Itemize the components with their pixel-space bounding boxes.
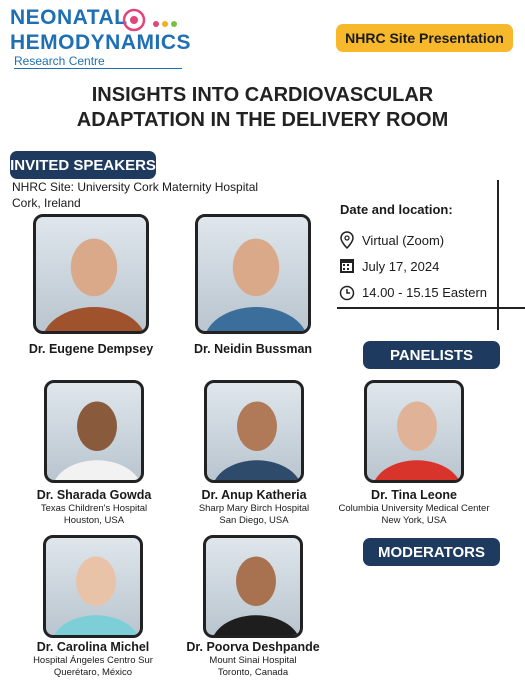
section-badge: PANELISTS: [363, 341, 500, 369]
portrait-photo: [204, 380, 304, 483]
portrait: [44, 238, 144, 331]
divider: [337, 307, 525, 309]
person-name: Dr. Sharada Gowda: [36, 488, 152, 502]
portrait: [214, 556, 298, 635]
portrait-photo: [203, 535, 303, 638]
person-name: Dr. Tina Leone: [371, 488, 457, 502]
person-location: San Diego, USA: [219, 515, 289, 526]
person-affiliation: Texas Children's Hospital: [40, 503, 148, 514]
title-line: ADAPTATION IN THE DELIVERY ROOM: [76, 109, 449, 131]
logo-line: NEONATAL: [10, 6, 128, 29]
person-affiliation: Hospital Ángeles Centro Sur: [33, 655, 153, 666]
portrait-photo: [33, 214, 149, 334]
event-item: July 17, 2024: [362, 259, 440, 274]
logo-icon: [122, 8, 177, 32]
person-affiliation: Columbia University Medical Center: [338, 503, 490, 514]
person-location: New York, USA: [381, 515, 447, 526]
site-line: NHRC Site: University Cork Maternity Hos…: [12, 180, 259, 194]
portrait-photo: [44, 380, 144, 483]
title-line: INSIGHTS INTO CARDIOVASCULAR: [91, 84, 434, 106]
section-badge: INVITED SPEAKERS: [10, 151, 156, 179]
event-icons: [339, 231, 355, 301]
presentation-badge: NHRC Site Presentation: [336, 24, 513, 52]
portrait-photo: [43, 535, 143, 638]
event-item: 14.00 - 15.15 Eastern: [362, 285, 488, 300]
portrait: [54, 556, 138, 635]
person-location: Querétaro, México: [53, 667, 133, 678]
portrait: [375, 401, 459, 480]
person-name: Dr. Poorva Deshpande: [186, 640, 320, 654]
person-location: Toronto, Canada: [217, 667, 289, 678]
event-heading: Date and location:: [340, 202, 453, 217]
person-location: Houston, USA: [63, 515, 125, 526]
site-line: Cork, Ireland: [12, 196, 81, 210]
portrait-photo: [364, 380, 464, 483]
speaker-name: Dr. Eugene Dempsey: [28, 342, 154, 356]
person-name: Dr. Carolina Michel: [36, 640, 150, 654]
portrait: [215, 401, 299, 480]
person-affiliation: Sharp Mary Birch Hospital: [198, 503, 310, 514]
person-name: Dr. Anup Katheria: [201, 488, 307, 502]
section-badge: MODERATORS: [363, 538, 500, 566]
speaker-name: Dr. Neidin Bussman: [193, 342, 313, 356]
portrait: [206, 238, 306, 331]
portrait-photo: [195, 214, 311, 334]
person-affiliation: Mount Sinai Hospital: [209, 655, 297, 666]
logo-subtitle: Research Centre: [14, 54, 182, 69]
portrait: [55, 401, 139, 480]
event-item: Virtual (Zoom): [362, 233, 445, 248]
logo-line: HEMODYNAMICS: [10, 31, 192, 54]
divider: [497, 180, 499, 330]
